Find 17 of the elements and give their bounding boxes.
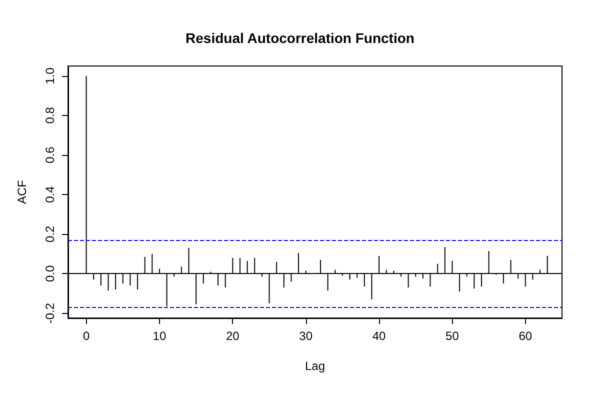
x-tick-label: 0	[82, 329, 90, 343]
x-axis-title: Lag	[304, 359, 326, 373]
x-tick-label: 50	[446, 329, 460, 343]
x-tick-label: 10	[152, 329, 166, 343]
chart-title: Residual Autocorrelation Function	[186, 30, 414, 46]
y-tick-label: 0.6	[43, 146, 57, 164]
y-axis-title: ACF	[15, 180, 29, 204]
x-tick-label: 60	[518, 329, 532, 343]
y-tick-label: 0.4	[43, 186, 57, 203]
x-tick-label: 30	[299, 329, 313, 343]
y-tick-label: 1.0	[43, 67, 57, 84]
y-tick-label: 0.2	[43, 225, 57, 242]
y-tick-label: -0.2	[43, 302, 57, 324]
y-tick-label: 0.0	[43, 265, 57, 282]
y-tick-label: 0.8	[43, 106, 57, 124]
x-tick-label: 20	[226, 329, 240, 343]
x-tick-label: 40	[372, 329, 386, 343]
